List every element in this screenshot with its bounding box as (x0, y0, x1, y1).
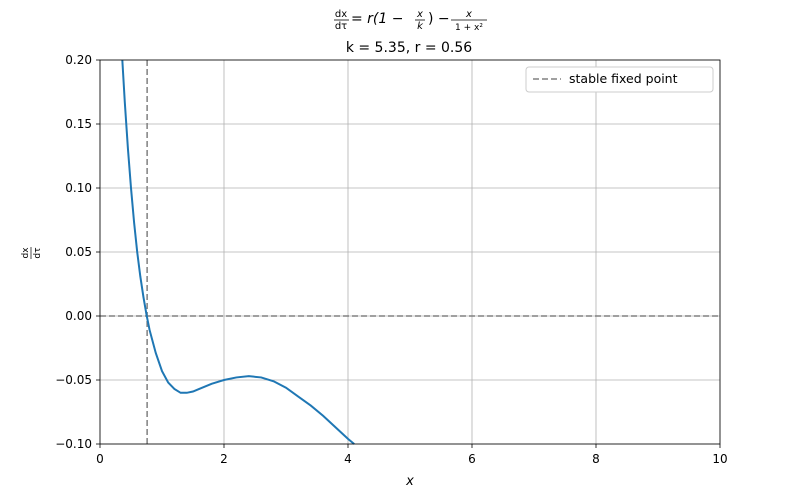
title-lhs-numerator: dx (335, 9, 347, 20)
title-xk-denominator: k (417, 21, 424, 32)
title-equation-close: ) − (428, 11, 450, 27)
x-tick-label-2: 4 (344, 452, 352, 466)
title-lhs-denominator: dτ (335, 21, 347, 32)
y-axis-ticks: −0.10 −0.05 0.00 0.05 0.10 0.15 0.20 (55, 53, 100, 451)
y-axis-label-numerator: dx (21, 247, 31, 259)
chart-title: dx dτ = r(1 − x k ) − x 1 + x² k = 5.35,… (334, 9, 487, 56)
legend: stable fixed point (525, 66, 714, 93)
x-tick-label-0: 0 (96, 452, 104, 466)
title-xk-numerator: x (416, 9, 423, 20)
y-axis-label-denominator: dτ (33, 247, 43, 258)
y-axis-label: dx dτ (21, 247, 43, 259)
legend-label-stable-fixed-point: stable fixed point (569, 71, 678, 86)
series-line-dxdtau (121, 59, 355, 445)
y-tick-label-4: 0.10 (65, 181, 92, 195)
title-rhs-denominator: 1 + x² (455, 23, 483, 33)
reference-lines (100, 60, 720, 444)
title-params: k = 5.35, r = 0.56 (346, 40, 472, 56)
x-tick-label-1: 2 (220, 452, 228, 466)
y-tick-label-3: 0.05 (65, 245, 92, 259)
title-rhs-numerator: x (465, 9, 472, 20)
x-axis-ticks: 0 2 4 6 8 10 (96, 444, 728, 466)
x-tick-label-5: 10 (712, 452, 727, 466)
y-tick-label-1: −0.05 (55, 373, 92, 387)
y-tick-label-2: 0.00 (65, 309, 92, 323)
y-tick-label-5: 0.15 (65, 117, 92, 131)
legend-box (525, 66, 714, 93)
x-axis-label: x (405, 474, 414, 489)
x-tick-label-4: 8 (592, 452, 600, 466)
title-equation-mid: = r(1 − (351, 11, 404, 27)
y-tick-label-6: 0.20 (65, 53, 92, 67)
x-tick-label-3: 6 (468, 452, 476, 466)
y-tick-label-0: −0.10 (55, 437, 92, 451)
